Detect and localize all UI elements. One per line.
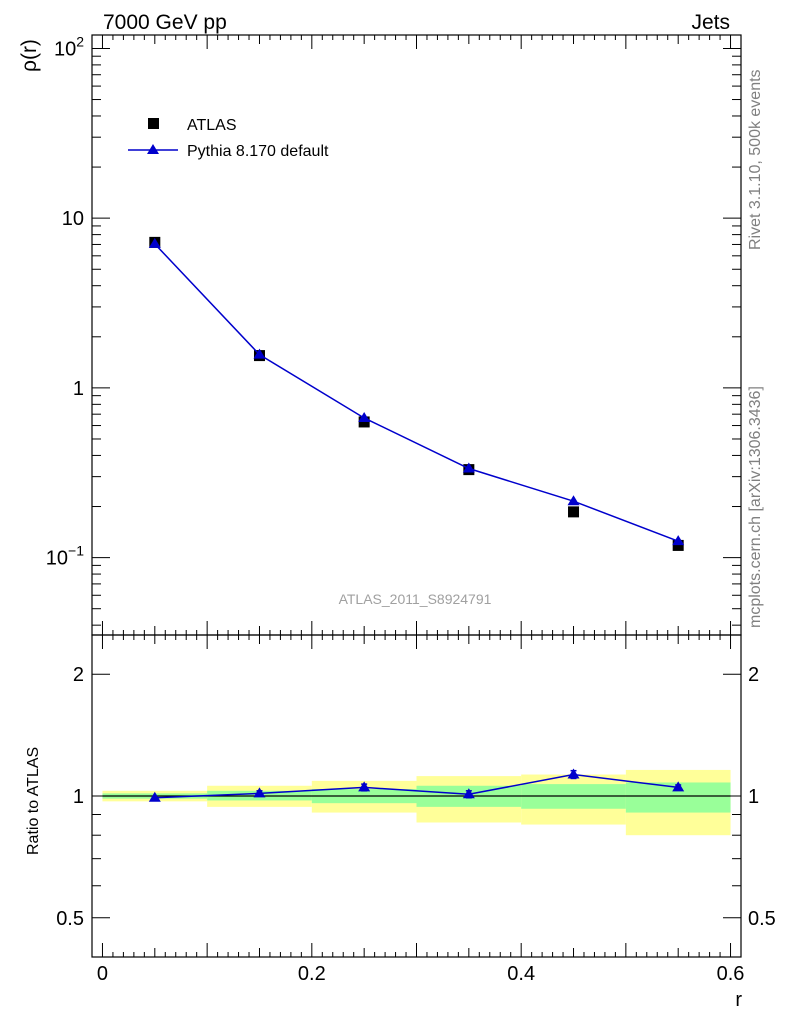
pythia-point — [358, 411, 371, 422]
top-y-tick-label: 10−1 — [46, 543, 84, 570]
pythia-line — [154, 243, 679, 542]
pythia-point — [148, 237, 161, 248]
atlas-data-point — [568, 506, 580, 518]
header-left-label: 7000 GeV pp — [103, 11, 227, 34]
bottom-y-tick-label-right: 2 — [748, 664, 759, 686]
bottom-y-tick-label-left: 0.5 — [56, 908, 84, 930]
ratio-point — [358, 781, 371, 792]
analysis-label: ATLAS_2011_S8924791 — [339, 591, 492, 607]
pythia-point — [462, 462, 475, 473]
bottom-y-tick-label-right: 1 — [748, 786, 759, 808]
x-tick-label: 0.2 — [298, 963, 326, 985]
pythia-point — [672, 535, 685, 546]
ratio-point — [567, 768, 580, 779]
top-y-axis-title: ρ(r) — [18, 39, 41, 72]
pythia-point — [567, 495, 580, 506]
top-y-tick-label: 10 — [62, 208, 84, 230]
atlas-data-point — [672, 539, 684, 551]
ratio-point — [148, 791, 161, 802]
legend: ATLAS Pythia 8.170 default — [128, 117, 329, 160]
ratio-point — [672, 781, 685, 792]
bottom-y-axis-title: Ratio to ATLAS — [25, 747, 42, 855]
legend-marker-pythia — [147, 144, 159, 154]
legend-label-atlas: ATLAS — [187, 117, 237, 134]
bottom-y-tick-label-right: 0.5 — [748, 908, 776, 930]
pythia-point — [253, 348, 266, 359]
header-right-label: Jets — [691, 11, 730, 34]
x-tick-label: 0.6 — [717, 963, 745, 985]
source-label: mcplots.cern.ch [arXiv:1306.3436] — [747, 386, 764, 628]
ratio-point — [462, 788, 475, 799]
ratio-line — [154, 773, 679, 799]
ratio-uncertainty-bands — [102, 769, 731, 836]
x-tick-label: 0 — [97, 963, 108, 985]
legend-marker-atlas — [148, 118, 159, 129]
bottom-y-tick-label-left: 2 — [73, 664, 84, 686]
bottom-y-tick-label-left: 1 — [73, 786, 84, 808]
ratio-point — [253, 787, 266, 798]
top-y-tick-label: 102 — [54, 33, 84, 60]
x-axis-title: r — [735, 989, 742, 1011]
rivet-label: Rivet 3.1.10, 500k events — [747, 69, 764, 250]
top-y-tick-label: 1 — [73, 378, 84, 400]
x-tick-label: 0.4 — [507, 963, 535, 985]
legend-label-pythia: Pythia 8.170 default — [187, 143, 329, 160]
